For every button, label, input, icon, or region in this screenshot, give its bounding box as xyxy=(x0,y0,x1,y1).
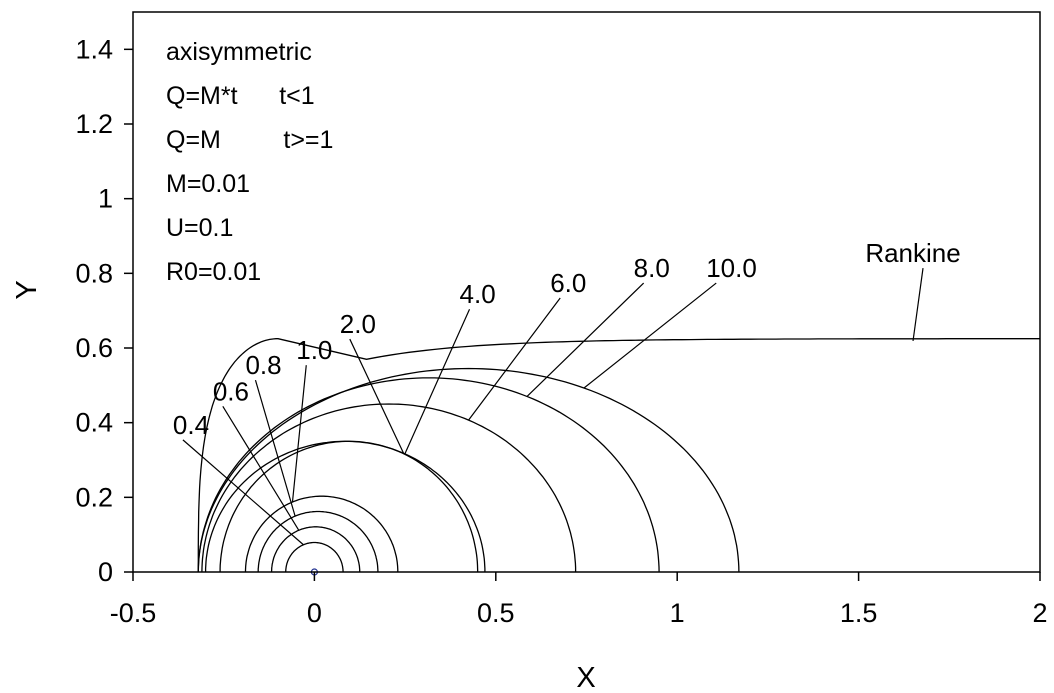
annotation-line: Q=M t>=1 xyxy=(166,126,333,154)
x-tick-label: 2 xyxy=(1032,598,1047,628)
contour-label: 0.8 xyxy=(245,350,281,380)
x-tick-label: 1.5 xyxy=(840,598,878,628)
contour-leader xyxy=(222,405,300,531)
leaders-layer xyxy=(182,268,924,546)
annotation-line: U=0.1 xyxy=(166,214,233,242)
x-tick-label: -0.5 xyxy=(110,598,157,628)
annotation-line: M=0.01 xyxy=(166,170,250,198)
y-tick-label: 0.4 xyxy=(75,408,113,438)
y-tick-label: 1 xyxy=(98,184,113,214)
contour-leader xyxy=(404,308,471,455)
contour-curve xyxy=(244,495,399,572)
contour-curve xyxy=(270,526,361,573)
contour-curve xyxy=(197,377,660,573)
annotation-line: axisymmetric xyxy=(166,38,312,66)
curve-labels-layer: 0.40.60.8 1.0 2.0 4.0 6.0 8.0 10.0 Rankine xyxy=(173,238,961,440)
contour-leader xyxy=(349,338,405,455)
contour-curve xyxy=(197,338,1040,572)
y-tick-label: 1.4 xyxy=(75,34,113,64)
contour-label: 6.0 xyxy=(550,268,586,298)
contour-label: 10.0 xyxy=(706,253,757,283)
y-tick-label: 0 xyxy=(98,557,113,587)
x-tick-label: 0.5 xyxy=(477,598,515,628)
tick-labels-layer: -0.5 0 0.5 1 1.5 200.20.40.60.811.21.4 xyxy=(75,34,1047,628)
contour-curve xyxy=(197,367,740,573)
y-tick-label: 0.2 xyxy=(75,482,113,512)
y-axis-title: Y xyxy=(11,280,43,299)
contour-label: 8.0 xyxy=(634,253,670,283)
y-tick-label: 0.6 xyxy=(75,333,113,363)
contour-label: 0.6 xyxy=(213,376,249,406)
contour-leader xyxy=(291,365,307,503)
y-tick-label: 1.2 xyxy=(75,109,113,139)
contour-leader xyxy=(254,379,296,517)
contour-label: Rankine xyxy=(865,238,960,268)
contour-leader xyxy=(182,439,304,546)
contour-curve xyxy=(204,440,486,572)
annotation-line: R0=0.01 xyxy=(166,258,261,286)
contour-label: 1.0 xyxy=(296,335,332,365)
ticks-layer xyxy=(124,48,1041,581)
x-tick-label: 0 xyxy=(307,598,322,628)
contour-curve xyxy=(257,510,379,572)
x-axis-title: X xyxy=(576,662,595,693)
contour-curve xyxy=(201,403,577,573)
contour-label: 4.0 xyxy=(460,279,496,309)
y-tick-label: 0.8 xyxy=(75,258,113,288)
annotation-line: Q=M*t t<1 xyxy=(166,82,315,110)
contour-label: 0.4 xyxy=(173,410,209,440)
contour-leader xyxy=(912,268,924,341)
annotation-block: axisymmetric Q=M*t t<1 Q=M t>=1 M=0.01 U… xyxy=(166,38,333,286)
contour-leader xyxy=(583,282,717,389)
contour-leader xyxy=(468,297,561,421)
plot-frame xyxy=(132,11,1041,573)
x-tick-label: 1 xyxy=(670,598,685,628)
contour-leader xyxy=(526,282,645,397)
contour-curve xyxy=(285,541,344,572)
curves-layer xyxy=(197,338,1040,576)
contour-label: 2.0 xyxy=(340,309,376,339)
